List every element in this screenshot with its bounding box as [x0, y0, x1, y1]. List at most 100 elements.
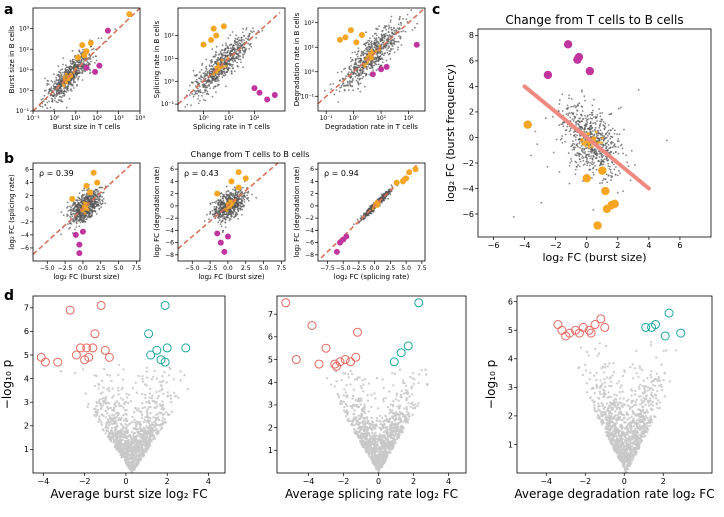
bg-point	[570, 145, 572, 148]
bg-point	[349, 83, 351, 86]
bg-point	[94, 202, 97, 205]
bg-point	[261, 29, 264, 32]
bg-point	[232, 55, 234, 58]
magenta-point	[92, 68, 99, 75]
bg-point	[386, 52, 389, 54]
bg-point	[234, 189, 237, 192]
y-tick-label: 2	[310, 191, 314, 198]
bg-point	[229, 50, 232, 53]
bg-point	[229, 64, 231, 67]
bg-point	[603, 161, 605, 163]
bg-point	[218, 79, 220, 82]
bg-point	[380, 64, 383, 67]
bg-point	[244, 196, 247, 198]
bg-point	[77, 202, 79, 205]
bg-point	[88, 68, 91, 71]
bg-point	[581, 110, 584, 112]
bg-point	[94, 193, 97, 196]
bg-point	[63, 87, 65, 90]
bg-point	[396, 40, 398, 43]
bg-point	[80, 200, 82, 203]
bg-point	[358, 66, 361, 69]
points-b2	[178, 163, 279, 255]
bg-point	[77, 77, 80, 80]
bg-point	[86, 61, 89, 64]
core-point	[83, 211, 87, 215]
bg-point	[339, 79, 342, 82]
magenta-point	[83, 64, 90, 71]
bg-point	[570, 111, 573, 114]
bg-point	[377, 58, 380, 61]
bg-point	[239, 51, 242, 54]
bg-point	[601, 153, 603, 156]
bg-point	[613, 143, 616, 146]
bg-point	[559, 138, 562, 141]
bg-point	[414, 26, 416, 29]
magenta-point	[96, 62, 103, 69]
bg-point	[71, 63, 73, 65]
bg-point	[370, 40, 373, 43]
bg-point	[69, 215, 72, 218]
bg-point	[215, 210, 218, 212]
bg-point	[611, 127, 614, 130]
y-axis-label: log₂ FC (degradation rate)	[153, 166, 161, 258]
bg-point	[218, 206, 221, 209]
bg-point	[618, 133, 621, 136]
bg-point	[605, 173, 608, 176]
bg-point	[236, 61, 239, 64]
bg-point	[208, 71, 211, 74]
bg-point	[369, 62, 372, 65]
bg-point	[244, 50, 247, 52]
bg-point	[387, 28, 390, 30]
bg-point	[365, 41, 368, 44]
bg-point	[204, 70, 207, 73]
bg-point	[191, 93, 194, 95]
bg-point	[60, 89, 63, 92]
bg-point	[568, 164, 571, 167]
bg-point	[363, 217, 366, 219]
bg-point	[384, 25, 386, 27]
bg-point	[60, 211, 63, 214]
bg-point	[241, 199, 243, 202]
bg-point	[75, 208, 78, 211]
bg-point	[239, 207, 242, 210]
bg-point	[196, 87, 199, 90]
bg-point	[612, 141, 614, 144]
bg-point	[101, 186, 104, 189]
bg-point	[372, 49, 375, 51]
bg-point	[96, 205, 99, 207]
bg-point	[68, 228, 70, 230]
bg-point	[577, 146, 579, 148]
bg-point	[57, 70, 60, 73]
points-a3	[318, 8, 425, 105]
bg-point	[552, 151, 555, 154]
bg-point	[206, 71, 209, 74]
bg-point	[378, 25, 380, 27]
core-point	[371, 207, 375, 211]
bg-point	[584, 124, 587, 127]
bg-point	[44, 77, 46, 80]
bg-point	[362, 68, 365, 70]
y-tick-label: −6	[165, 240, 174, 247]
bg-point	[88, 62, 90, 65]
bg-point	[65, 85, 68, 88]
bg-point	[345, 75, 347, 77]
bg-point	[67, 85, 69, 87]
magenta-point	[224, 233, 231, 240]
bg-point	[205, 84, 207, 87]
bg-point	[393, 26, 395, 29]
bg-point	[209, 213, 211, 215]
bg-point	[236, 41, 239, 44]
bg-point	[373, 64, 376, 67]
bg-point	[360, 52, 363, 54]
bg-point	[388, 53, 390, 56]
bg-point	[37, 131, 39, 133]
bg-point	[67, 223, 69, 225]
bg-point	[236, 206, 239, 208]
bg-point	[574, 139, 577, 141]
y-axis-label: Splicing rate in B cells	[153, 20, 161, 98]
bg-point	[616, 191, 619, 194]
bg-point	[335, 89, 338, 91]
core-point	[61, 83, 65, 86]
